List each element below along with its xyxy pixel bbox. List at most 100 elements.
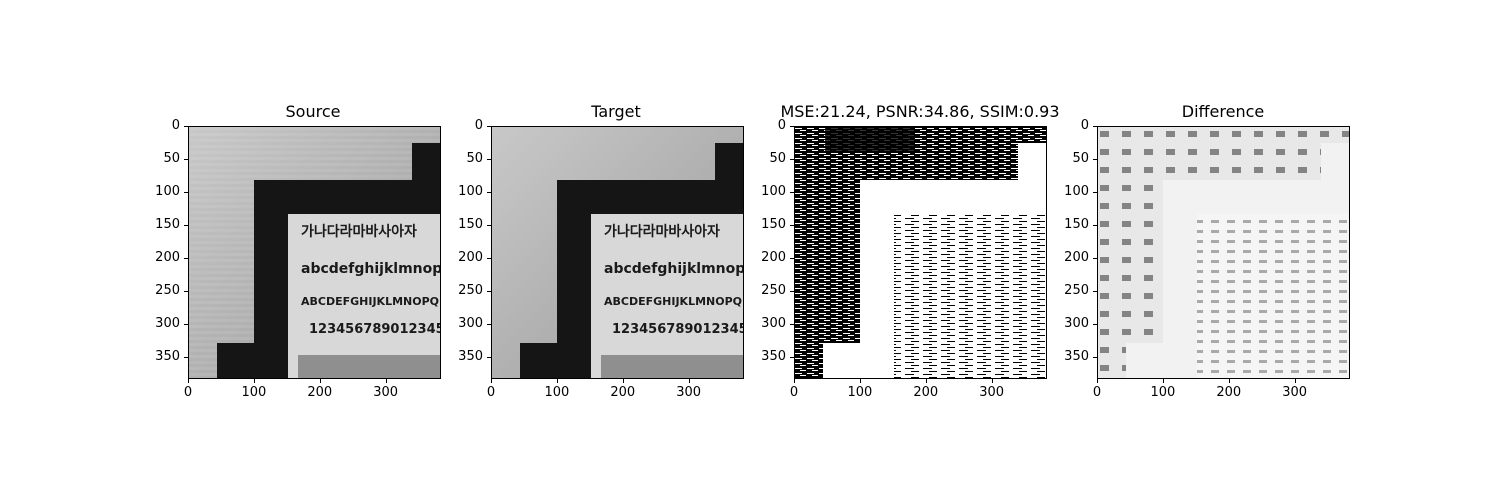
ytick-mark: [1093, 290, 1097, 292]
ytick-label: 50: [1072, 150, 1089, 166]
target-text-digits: 1234567890123456: [612, 322, 744, 337]
ytick-mark: [184, 290, 188, 292]
ytick-label: 50: [466, 150, 483, 166]
xtick-label: 200: [307, 385, 333, 400]
ytick-label: 0: [1080, 118, 1089, 133]
ytick-label: 350: [1064, 348, 1089, 364]
xtick-mark: [491, 379, 492, 383]
metrics-image: [794, 126, 1047, 379]
ytick-mark: [184, 191, 188, 193]
ytick-mark: [790, 126, 794, 127]
ytick-mark: [790, 224, 794, 226]
ytick-label: 0: [171, 118, 180, 133]
ytick-mark: [487, 158, 491, 160]
source-photo-graphic: [189, 127, 440, 378]
ytick-label: 250: [458, 282, 483, 298]
xtick-mark: [794, 379, 795, 383]
ytick-mark: [487, 224, 491, 226]
xtick-label: 100: [1150, 385, 1176, 400]
ytick-mark: [1093, 257, 1097, 259]
ytick-mark: [1093, 323, 1097, 325]
ytick-mark: [1093, 191, 1097, 193]
xtick-label: 200: [610, 385, 636, 400]
xtick-label: 300: [1282, 385, 1308, 400]
target-text-uppercase: ABCDEFGHIJKLMNOPQ: [604, 295, 742, 308]
xtick-label: 0: [486, 385, 496, 400]
target-image: 가나다라마바사아자 abcdefghijklmnopq ABCDEFGHIJKL…: [491, 126, 744, 379]
xtick-mark: [1162, 379, 1164, 383]
ytick-mark: [184, 224, 188, 226]
xtick-label: 0: [183, 385, 193, 400]
ytick-label: 100: [761, 183, 786, 199]
ytick-label: 150: [761, 216, 786, 232]
ytick-label: 50: [769, 150, 786, 166]
xtick-mark: [253, 379, 255, 383]
ytick-label: 0: [474, 118, 483, 133]
binary-map-graphic: [795, 127, 1046, 378]
ytick-mark: [790, 191, 794, 193]
xtick-label: 100: [241, 385, 267, 400]
ytick-label: 300: [458, 315, 483, 331]
ytick-label: 300: [1064, 315, 1089, 331]
ytick-label: 100: [155, 183, 180, 199]
target-text-lowercase: abcdefghijklmnopq: [604, 261, 744, 277]
ytick-label: 200: [1064, 249, 1089, 265]
ytick-label: 350: [458, 348, 483, 364]
xtick-label: 100: [847, 385, 873, 400]
ytick-label: 100: [458, 183, 483, 199]
ytick-label: 200: [458, 249, 483, 265]
source-text-uppercase: ABCDEFGHIJKLMNOPQ: [301, 295, 439, 308]
ytick-label: 350: [155, 348, 180, 364]
xtick-mark: [319, 379, 321, 383]
xtick-label: 0: [789, 385, 799, 400]
xtick-mark: [385, 379, 387, 383]
ytick-mark: [790, 158, 794, 160]
ytick-label: 250: [155, 282, 180, 298]
xtick-mark: [925, 379, 927, 383]
target-text-korean: 가나다라마바사아자: [604, 224, 720, 240]
ytick-mark: [184, 323, 188, 325]
xtick-label: 300: [373, 385, 399, 400]
xtick-label: 200: [913, 385, 939, 400]
ytick-mark: [790, 323, 794, 325]
ytick-label: 0: [777, 118, 786, 133]
xtick-mark: [859, 379, 861, 383]
ytick-mark: [184, 126, 188, 127]
xtick-mark: [188, 379, 189, 383]
ytick-mark: [487, 290, 491, 292]
ytick-label: 150: [155, 216, 180, 232]
source-text-digits: 1234567890123456: [309, 322, 441, 337]
xtick-mark: [622, 379, 624, 383]
source-text-lowercase: abcdefghijklmnopq: [301, 261, 441, 277]
ytick-mark: [487, 126, 491, 127]
panel-title-metrics: MSE:21.24, PSNR:34.86, SSIM:0.93: [780, 102, 1060, 121]
ytick-mark: [184, 356, 188, 358]
ytick-mark: [487, 323, 491, 325]
ytick-mark: [487, 356, 491, 358]
ytick-label: 150: [1064, 216, 1089, 232]
ytick-label: 50: [163, 150, 180, 166]
ytick-label: 250: [761, 282, 786, 298]
xtick-mark: [1097, 379, 1098, 383]
xtick-label: 200: [1216, 385, 1242, 400]
ytick-label: 200: [155, 249, 180, 265]
ytick-label: 300: [155, 315, 180, 331]
ytick-label: 350: [761, 348, 786, 364]
ytick-mark: [1093, 356, 1097, 358]
ytick-label: 300: [761, 315, 786, 331]
difference-image: [1097, 126, 1350, 379]
xtick-label: 300: [979, 385, 1005, 400]
xtick-mark: [1228, 379, 1230, 383]
xtick-label: 0: [1092, 385, 1102, 400]
ytick-mark: [790, 356, 794, 358]
xtick-mark: [991, 379, 993, 383]
source-image: 가나다라마바사아자 abcdefghijklmnopq ABCDEFGHIJKL…: [188, 126, 441, 379]
difference-map-graphic: [1098, 127, 1349, 378]
ytick-label: 100: [1064, 183, 1089, 199]
ytick-mark: [184, 158, 188, 160]
xtick-label: 300: [676, 385, 702, 400]
ytick-mark: [184, 257, 188, 259]
panel-title-target: Target: [591, 102, 641, 121]
ytick-mark: [790, 290, 794, 292]
ytick-label: 150: [458, 216, 483, 232]
